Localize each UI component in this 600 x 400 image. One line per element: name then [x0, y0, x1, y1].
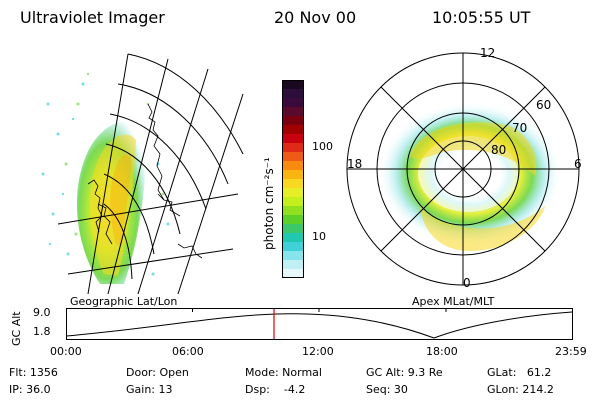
- coastline-left: [87, 103, 203, 259]
- mlat-label-70: 70: [512, 121, 528, 135]
- colorbar-swatch: [282, 170, 304, 180]
- colorbar-swatch: [282, 125, 304, 135]
- altitude-ylabel: GC Alt: [10, 311, 23, 346]
- dsp-value: Dsp: -4.2: [245, 383, 306, 396]
- colorbar-swatch: [282, 98, 304, 108]
- gc-altitude: GC Alt: 9.3 Re: [366, 366, 443, 379]
- colorbar-swatch: [282, 215, 304, 225]
- polar-grid: [346, 52, 580, 286]
- colorbar-swatch: [282, 233, 304, 243]
- altitude-ytick-top: 9.0: [33, 306, 51, 319]
- ip-value: IP: 36.0: [9, 383, 51, 396]
- colorbar-swatch: [282, 143, 304, 153]
- colorbar-swatch: [282, 179, 304, 189]
- colorbar-swatch: [282, 152, 304, 162]
- mlat-label-80: 80: [491, 143, 507, 157]
- colorbar-swatch: [282, 260, 304, 270]
- altitude-xtick-2359: 23:59: [555, 345, 587, 358]
- door-status: Door: Open: [126, 366, 189, 379]
- sequence-number: Seq: 30: [366, 383, 408, 396]
- time-label: 10:05:55 UT: [432, 8, 531, 27]
- mlt-label-18: 18: [347, 157, 363, 171]
- colorbar-swatch: [282, 80, 304, 90]
- colorbar-swatch: [282, 206, 304, 216]
- colorbar: [282, 80, 304, 279]
- colorbar-unit-label: photon cm⁻²s⁻¹: [262, 157, 276, 250]
- colorbar-swatch: [282, 197, 304, 207]
- mlt-label-12: 12: [480, 46, 496, 60]
- flight-number: Flt: 1356: [9, 366, 58, 379]
- colorbar-swatch: [282, 161, 304, 171]
- mlt-label-0: 0: [463, 276, 471, 290]
- mode-value: Mode: Normal: [245, 366, 322, 379]
- geographic-longitude: GLon: 214.2: [487, 383, 554, 396]
- colorbar-swatch: [282, 251, 304, 261]
- geographic-caption: Geographic Lat/Lon: [70, 295, 178, 308]
- altitude-xtick-1200: 12:00: [302, 345, 334, 358]
- colorbar-swatch: [282, 188, 304, 198]
- colorbar-tick-10: 10: [312, 230, 326, 243]
- altitude-xtick-1800: 18:00: [426, 345, 458, 358]
- altitude-plot-frame: [66, 308, 573, 340]
- colorbar-swatch: [282, 116, 304, 126]
- colorbar-swatch: [282, 89, 304, 99]
- altitude-plot: [66, 308, 573, 340]
- altitude-xtick-0000: 00:00: [50, 345, 82, 358]
- date-label: 20 Nov 00: [274, 8, 357, 27]
- geographic-image-panel: [41, 53, 244, 294]
- colorbar-swatch: [282, 224, 304, 234]
- mlt-label-6: 6: [574, 157, 582, 171]
- geo-grid: [57, 53, 244, 294]
- gain-value: Gain: 13: [126, 383, 173, 396]
- apex-caption: Apex MLat/MLT: [412, 295, 495, 308]
- mlat-label-60: 60: [536, 98, 552, 112]
- altitude-ytick-bottom: 1.8: [33, 325, 51, 338]
- altitude-curve: [66, 311, 573, 339]
- geographic-latitude: GLat: 61.2: [487, 366, 552, 379]
- colorbar-tick-100: 100: [312, 140, 333, 153]
- colorbar-swatch: [282, 269, 304, 279]
- colorbar-swatch: [282, 134, 304, 144]
- colorbar-swatch: [282, 107, 304, 117]
- altitude-xtick-0600: 06:00: [172, 345, 204, 358]
- colorbar-swatch: [282, 242, 304, 252]
- colorbar-gradient: [282, 80, 304, 279]
- colorbar-frame: [282, 80, 304, 278]
- app-title: Ultraviolet Imager: [20, 8, 165, 27]
- polar-image-panel: [346, 52, 580, 286]
